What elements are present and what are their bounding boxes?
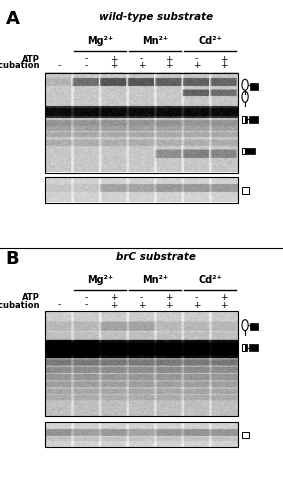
Bar (242, 187, 249, 194)
Text: +: + (220, 54, 228, 64)
Text: +: + (220, 294, 228, 302)
Text: +: + (110, 54, 118, 64)
Text: +: + (193, 300, 200, 310)
Text: +: + (110, 300, 118, 310)
Text: brC substrate: brC substrate (116, 252, 196, 262)
Bar (245, 116, 247, 122)
Bar (45, 72, 238, 172)
Text: +: + (220, 300, 228, 310)
Text: Mg²⁺: Mg²⁺ (87, 275, 113, 285)
Text: +: + (165, 300, 173, 310)
Bar (242, 116, 245, 122)
Text: +: + (193, 62, 200, 70)
Text: +: + (110, 62, 118, 70)
Text: wild-type substrate: wild-type substrate (98, 12, 213, 22)
Text: +: + (165, 62, 173, 70)
Bar (250, 324, 258, 330)
Text: A: A (6, 10, 20, 28)
Text: +: + (165, 294, 173, 302)
Text: ATP: ATP (22, 54, 40, 64)
Text: Mn²⁺: Mn²⁺ (142, 275, 168, 285)
Text: -: - (85, 54, 88, 64)
Bar (250, 83, 258, 89)
Text: -: - (85, 294, 88, 302)
Text: +: + (220, 62, 228, 70)
Text: Incubation: Incubation (0, 300, 40, 310)
Bar (45, 178, 238, 203)
Bar (242, 344, 245, 351)
Bar (242, 148, 245, 154)
Text: -: - (85, 62, 88, 70)
Text: -: - (57, 62, 61, 70)
Bar (247, 148, 255, 154)
Text: -: - (140, 54, 143, 64)
Bar (245, 344, 247, 351)
Text: +: + (110, 294, 118, 302)
Text: -: - (195, 294, 198, 302)
Bar (249, 344, 258, 351)
Bar (249, 116, 258, 122)
Text: Incubation: Incubation (0, 62, 40, 70)
Text: -: - (140, 294, 143, 302)
Text: +: + (138, 62, 145, 70)
Text: -: - (195, 54, 198, 64)
Text: Mn²⁺: Mn²⁺ (142, 36, 168, 46)
Text: Cd²⁺: Cd²⁺ (198, 275, 222, 285)
Text: B: B (6, 250, 19, 268)
Text: ATP: ATP (22, 294, 40, 302)
Text: -: - (85, 300, 88, 310)
Bar (242, 432, 249, 438)
Text: -: - (57, 300, 61, 310)
Bar (45, 311, 238, 416)
Bar (245, 148, 247, 154)
Text: Mg²⁺: Mg²⁺ (87, 36, 113, 46)
Bar (45, 422, 238, 447)
Text: +: + (165, 54, 173, 64)
Text: +: + (138, 300, 145, 310)
Text: Cd²⁺: Cd²⁺ (198, 36, 222, 46)
